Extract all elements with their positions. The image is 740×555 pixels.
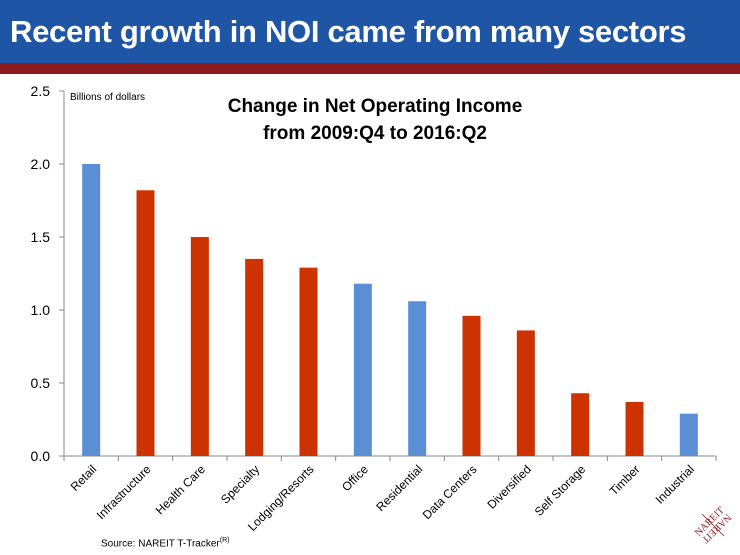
y-axis-label: Billions of dollars [70, 92, 146, 103]
bar-self-storage [571, 393, 590, 456]
y-tick-label: 0.5 [31, 375, 51, 391]
y-tick-label: 2.0 [31, 156, 51, 172]
chart-title-line-2: from 2009:Q4 to 2016:Q2 [263, 123, 487, 144]
source-superscript: (R) [219, 537, 230, 544]
slide-header: Recent growth in NOI came from many sect… [0, 0, 740, 63]
source-text: Source: NAREIT T-Tracker [101, 538, 220, 550]
source-note: Source: NAREIT T-Tracker(R) [101, 537, 229, 549]
bar-residential [408, 301, 427, 456]
x-tick-label: Timber [607, 462, 643, 498]
x-tick-label: Infrastructure [94, 462, 154, 522]
x-tick-label: Retail [68, 462, 100, 494]
x-tick-label: Health Care [153, 462, 208, 517]
y-tick-label: 2.5 [31, 83, 51, 99]
header-divider [0, 63, 740, 74]
bar-specialty [245, 258, 264, 456]
x-tick-label: Diversified [484, 462, 534, 512]
y-tick-label: 1.5 [31, 229, 51, 245]
y-tick-label: 1.0 [31, 302, 51, 318]
y-tick-label: 0.0 [31, 448, 51, 464]
bar-health-care [190, 237, 209, 456]
bar-office [353, 283, 372, 456]
chart-axes [59, 90, 717, 461]
bar-lodging-resorts [299, 267, 318, 456]
x-tick-label: Office [339, 462, 371, 494]
x-tick-label: Specialty [218, 462, 262, 506]
x-tick-label: Data Centers [420, 462, 480, 522]
y-tick-labels: 0.0 0.5 1.0 1.5 2.0 2.5 [31, 83, 51, 464]
bar-infrastructure [136, 190, 155, 456]
chart-title-line-1: Change in Net Operating Income [227, 96, 523, 117]
bar-timber [625, 401, 644, 456]
bar-industrial [679, 413, 698, 456]
x-tick-label: Residential [373, 462, 425, 514]
bar-retail [82, 164, 101, 456]
bar-data-centers [462, 315, 481, 456]
chart-title: Change in Net Operating Income from 2009… [150, 93, 600, 147]
bar-diversified [516, 330, 535, 456]
slide-title: Recent growth in NOI came from many sect… [10, 14, 687, 49]
chart-bars [82, 164, 698, 456]
x-tick-label: Self Storage [532, 462, 589, 519]
nareit-logo: NAREIT NAREIT [693, 505, 733, 545]
